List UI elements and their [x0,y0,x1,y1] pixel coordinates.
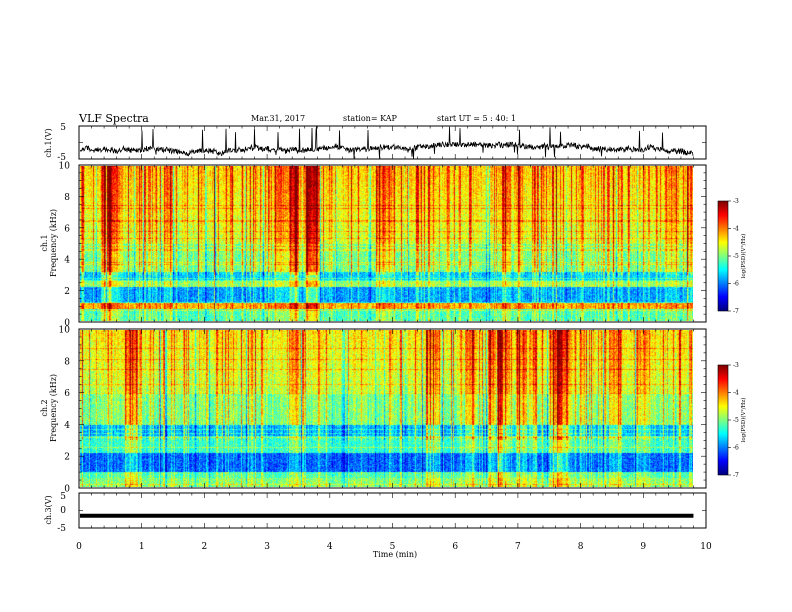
x-tick-label: 0 [76,542,82,552]
ch3-wave-ytick-top: 5 [60,492,66,502]
ch1-spec-ylabel-channel: ch.1 [40,234,49,251]
x-tick-label: 3 [264,542,270,552]
freq-tick-label: 10 [59,326,71,336]
ch1-spectrogram-panel: 10 8 6 4 2 0 ch.1 Frequency (kHz) [40,162,707,329]
x-tick-label: 1 [139,542,145,552]
freq-tick-label: 6 [64,224,70,234]
freq-tick-label: 0 [64,485,70,495]
x-axis-tick-labels: 0 1 2 3 4 5 6 7 8 9 10 [76,542,712,552]
colorbar-tick-label: -5 [733,417,739,424]
ch1-wave-ylabel: ch.1(V) [44,128,53,157]
x-tick-label: 7 [515,542,521,552]
colorbar-tick-label: -4 [733,226,739,233]
freq-tick-label: 8 [64,193,70,203]
ch3-wave-ytick-mid: 0 [60,506,66,516]
ch3-waveform-panel: 5 0 -5 ch.3(V) [44,492,707,534]
station-label: station= KAP [343,114,397,123]
x-axis-label: Time (min) [373,550,417,559]
ch2-colorbar [718,365,728,475]
freq-tick-label: 4 [64,256,70,266]
freq-tick-label: 2 [64,287,70,297]
colorbar-tick-label: -4 [733,390,739,397]
ch2-spectrogram-heatmap [80,330,693,487]
ch3-wave-ytick-bottom: -5 [57,524,66,534]
x-tick-label: 4 [327,542,333,552]
x-tick-label: 6 [452,542,458,552]
freq-tick-label: 2 [64,453,70,463]
ch2-spec-ylabel: Frequency (kHz) [49,374,58,442]
ch1-colorbar [718,201,728,311]
freq-tick-label: 10 [59,162,71,172]
date-label: Mar.31, 2017 [251,114,306,123]
x-tick-label: 8 [578,542,584,552]
start-ut-label: start UT = 5 : 40: 1 [437,114,516,123]
freq-tick-label: 6 [64,389,70,399]
ch2-spec-ylabel-channel: ch.2 [40,399,49,416]
colorbar-tick-label: -5 [733,253,739,260]
freq-tick-label: 0 [64,319,70,329]
ch1-wave-ytick-top: 5 [60,123,66,133]
ch1-wave-ytick-bottom: -5 [57,153,66,163]
colorbar-tick-label: -6 [733,281,739,288]
x-tick-label: 10 [700,542,712,552]
colorbar-tick-label: -7 [733,308,739,315]
colorbar-tick-label: -3 [733,198,739,205]
colorbar-tick-label: -7 [733,472,739,479]
chart-title: VLF Spectra [79,112,149,125]
ch3-wave-ylabel: ch.3(V) [44,495,53,524]
x-tick-label: 5 [390,542,396,552]
ch1-colorbar-axis: -3 -4 -5 -6 -7 log(PSD)(V²/Hz) [717,198,747,315]
ch1-colorbar-label: log(PSD)(V²/Hz) [740,234,747,279]
colorbar-tick-label: -3 [733,362,739,369]
ch1-waveform-line [79,126,694,159]
ch2-spectrogram-panel: 10 8 6 4 2 0 ch.2 Frequency (kHz) [40,326,707,495]
ch1-spec-ylabel: Frequency (kHz) [49,209,58,277]
freq-tick-label: 4 [64,421,70,431]
colorbar-tick-label: -6 [733,445,739,452]
ch1-waveform-panel: 5 -5 ch.1(V) [44,123,707,163]
freq-tick-label: 8 [64,357,70,367]
x-tick-label: 9 [640,542,646,552]
ch1-spectrogram-heatmap [80,166,693,321]
ch2-colorbar-axis: -3 -4 -5 -6 -7 log(PSD)(V²/Hz) [717,362,747,479]
ch2-colorbar-label: log(PSD)(V²/Hz) [740,398,747,443]
x-tick-label: 2 [202,542,208,552]
